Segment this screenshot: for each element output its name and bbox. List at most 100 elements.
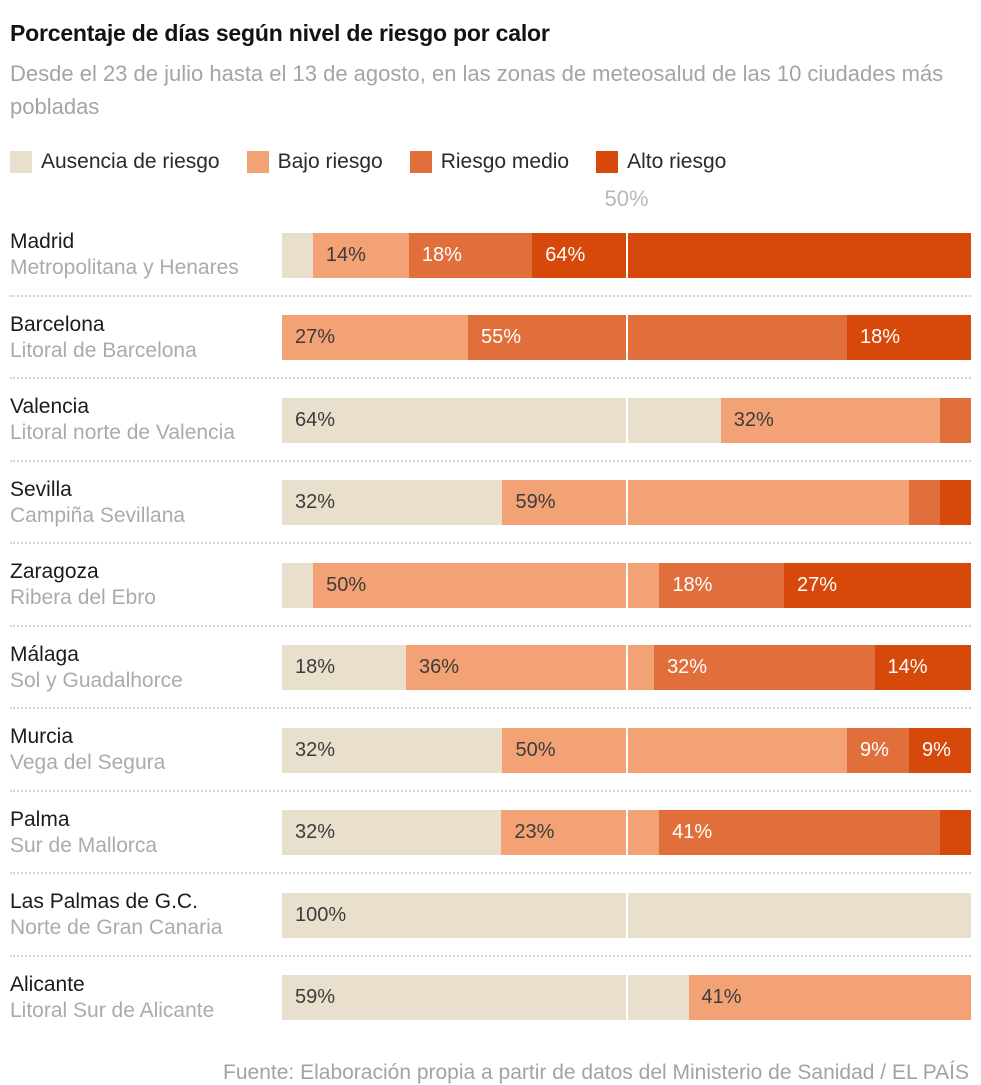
bar-segment-medio: 41% (659, 810, 941, 856)
bar-area: 32% 50% 9% 9% (282, 727, 972, 773)
chart-title: Porcentaje de días según nivel de riesgo… (10, 20, 550, 46)
zone-label: Sol y Guadalhorce (10, 668, 183, 692)
segment-value-label: 32% (733, 408, 774, 431)
gridline-50pct (625, 645, 628, 691)
gridline-50pct (625, 892, 628, 938)
city-label: Zaragoza (10, 560, 99, 583)
row-labels: Barcelona Litoral de Barcelona (10, 312, 282, 365)
bar-area: 14% 18% 64% (282, 232, 971, 278)
legend-swatch-alto (596, 151, 619, 173)
legend-swatch-bajo (246, 151, 269, 173)
bar-segment-bajo: 27% (282, 315, 469, 361)
bar-segment-bajo: 14% (312, 232, 409, 278)
chart-row: Madrid Metropolitana y Henares 14% 18% 64% (10, 214, 971, 297)
bar-segment-ausencia: 18% (282, 645, 407, 691)
legend-item-medio: Riesgo medio (409, 150, 570, 174)
zone-label: Metropolitana y Henares (10, 256, 239, 280)
row-labels: Murcia Vega del Segura (10, 724, 282, 777)
bar-segment-medio: 9% (846, 727, 909, 773)
city-label: Murcia (10, 725, 74, 748)
stacked-bar: 59% 41% (282, 975, 971, 1021)
bar-segment-ausencia: 32% (282, 480, 503, 526)
city-label: Valencia (10, 395, 89, 418)
bar-segment-medio: 18% (408, 232, 533, 278)
segment-value-label: 18% (421, 243, 462, 266)
row-labels: Valencia Litoral norte de Valencia (10, 394, 282, 447)
legend-swatch-ausencia (10, 151, 32, 173)
segment-value-label: 59% (515, 491, 556, 514)
bar-segment-medio: 55% (468, 315, 847, 361)
bar-segment-medio (909, 480, 940, 526)
legend-label: Ausencia de riesgo (41, 150, 220, 173)
city-label: Barcelona (10, 312, 105, 336)
legend-label: Riesgo medio (440, 150, 570, 173)
row-labels: Sevilla Campiña Sevillana (10, 477, 282, 530)
axis-area: 50% (282, 186, 971, 214)
bar-segment-bajo: 50% (502, 727, 847, 773)
bar-segment-ausencia: 32% (282, 727, 503, 773)
stacked-bar: 32% 59% (282, 480, 971, 526)
gridline-50pct (625, 975, 628, 1021)
zone-label: Campiña Sevillana (10, 503, 186, 527)
bar-segment-alto: 64% (532, 232, 971, 278)
bar-segment-alto: 27% (784, 562, 971, 608)
gridline-50pct (625, 315, 628, 361)
segment-value-label: 14% (887, 656, 928, 679)
bar-segment-bajo: 23% (501, 810, 660, 856)
axis-tick-label: 50% (604, 186, 649, 211)
bar-segment-medio: 32% (654, 645, 875, 691)
city-label: Alicante (10, 972, 85, 996)
stacked-bar: 100% (282, 892, 971, 938)
zone-label: Litoral de Barcelona (10, 338, 197, 362)
stacked-bar-chart: 50% Madrid Metropolitana y Henares 14% 18% 6… (10, 186, 972, 1037)
legend-label: Alto riesgo (627, 150, 727, 173)
chart-row: Barcelona Litoral de Barcelona 27% 55% 18% (10, 297, 971, 379)
row-labels: Palma Sur de Mallorca (10, 807, 282, 860)
stacked-bar: 64% 32% (282, 397, 971, 443)
bar-segment-alto (940, 480, 971, 526)
city-label: Madrid (10, 230, 75, 253)
segment-value-label: 32% (667, 656, 708, 679)
chart-row: Murcia Vega del Segura 32% 50% 9% 9% (10, 709, 972, 792)
bar-segment-alto (940, 810, 971, 856)
chart-row: Sevilla Campiña Sevillana 32% 59% (10, 462, 971, 544)
stacked-bar: 14% 18% 64% (282, 232, 971, 278)
row-labels: Las Palmas de G.C. Norte de Gran Canaria (10, 889, 282, 942)
segment-value-label: 14% (325, 243, 366, 266)
bar-area: 50% 18% 27% (282, 562, 971, 608)
chart-row: Málaga Sol y Guadalhorce 18% 36% 32% 14% (10, 627, 971, 709)
segment-value-label: 18% (859, 326, 901, 349)
bar-segment-ausencia: 59% (282, 975, 689, 1021)
bar-segment-bajo: 41% (688, 975, 971, 1021)
zone-label: Litoral Sur de Alicante (10, 998, 215, 1022)
chart-row: Valencia Litoral norte de Valencia 64% 32% (10, 379, 971, 462)
segment-value-label: 18% (672, 573, 713, 596)
segment-value-label: 36% (419, 656, 460, 679)
bar-area: 64% 32% (282, 397, 971, 443)
stacked-bar: 27% 55% 18% (282, 315, 971, 361)
segment-value-label: 27% (797, 573, 838, 596)
bar-segment-bajo: 50% (313, 562, 660, 608)
bar-segment-ausencia: 32% (282, 810, 502, 856)
city-label: Sevilla (10, 477, 72, 501)
segment-value-label: 64% (295, 408, 336, 431)
axis-spacer (10, 186, 282, 214)
stacked-bar: 32% 50% 9% 9% (282, 727, 972, 773)
bar-segment-alto: 9% (909, 727, 972, 773)
bar-area: 18% 36% 32% 14% (282, 645, 971, 691)
bar-segment-bajo: 32% (720, 397, 941, 443)
zone-label: Norte de Gran Canaria (10, 916, 223, 940)
legend-item-alto: Alto riesgo (596, 150, 726, 174)
segment-value-label: 32% (295, 738, 336, 761)
segment-value-label: 50% (326, 573, 367, 596)
segment-value-label: 59% (295, 986, 336, 1009)
bar-area: 32% 59% (282, 480, 971, 526)
chart-row: Las Palmas de G.C. Norte de Gran Canaria 1… (10, 874, 971, 957)
stacked-bar: 50% 18% 27% (282, 562, 971, 608)
bar-segment-bajo: 59% (502, 480, 909, 526)
chart-subtitle: Desde el 23 de julio hasta el 13 de agos… (10, 61, 944, 119)
bar-segment-medio: 18% (659, 562, 785, 608)
gridline-50pct (625, 810, 628, 856)
gridline-50pct (625, 232, 628, 278)
